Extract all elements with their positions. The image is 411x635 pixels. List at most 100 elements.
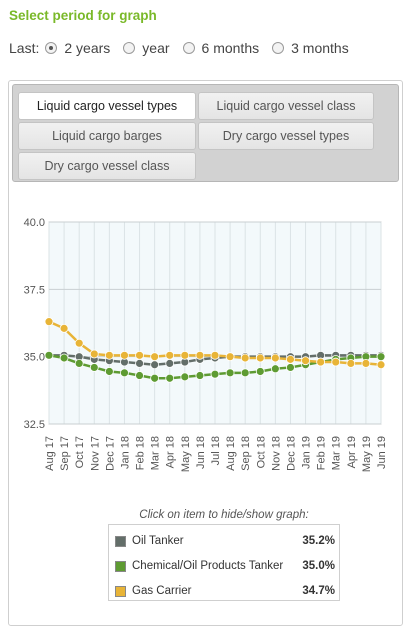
period-option-6-months[interactable]: 6 months <box>182 40 260 56</box>
x-tick-label: Nov 18 <box>270 436 282 471</box>
x-tick-label: Oct 18 <box>255 436 267 468</box>
series-point <box>240 353 250 363</box>
x-tick-label: Feb 18 <box>135 436 147 470</box>
x-tick-label: Jan 19 <box>301 436 313 469</box>
legend-item-gas-carrier[interactable]: Gas Carrier 34.7% <box>115 581 335 601</box>
x-tick-label: Mar 19 <box>331 436 343 470</box>
series-point <box>210 350 220 360</box>
series-point <box>44 350 54 360</box>
select-period-heading: Select period for graph <box>9 8 157 23</box>
radio-2-years[interactable] <box>45 42 58 54</box>
legend-swatch <box>115 560 126 572</box>
x-tick-label: Sep 17 <box>59 436 71 471</box>
series-point <box>316 357 326 367</box>
series-point <box>255 367 265 376</box>
series-point <box>89 349 99 359</box>
series-point <box>150 373 160 383</box>
tab-liquid-cargo-vessel-class[interactable]: Liquid cargo vessel class <box>198 92 374 120</box>
vessel-line-chart: 40.0 37.5 35.0 32.5 Aug 17 Sep 17 Oct 17 Nov 17… <box>24 217 388 472</box>
tab-dry-cargo-vessel-class[interactable]: Dry cargo vessel class <box>18 152 196 180</box>
legend-item-value: 35.2% <box>302 535 335 547</box>
radio-6-months[interactable] <box>182 42 195 54</box>
period-option-label: year <box>142 40 170 56</box>
x-tick-label: Oct 17 <box>74 436 86 468</box>
x-tick-label: Jul 18 <box>210 436 222 465</box>
radio-3-months[interactable] <box>272 42 285 54</box>
series-point <box>120 368 129 378</box>
x-tick-label: Jun 18 <box>195 436 207 469</box>
series-point <box>150 352 160 362</box>
series-point <box>135 371 144 380</box>
legend-caption: Click on item to hide/show graph: <box>139 509 309 521</box>
series-point <box>104 367 114 376</box>
series-point <box>59 323 69 333</box>
x-tick-label: Nov 17 <box>89 436 101 471</box>
period-option-year[interactable]: year <box>123 40 170 56</box>
series-point <box>376 352 386 362</box>
series-point <box>135 350 144 360</box>
series-point <box>165 373 175 383</box>
tab-liquid-cargo-barges[interactable]: Liquid cargo barges <box>18 122 196 150</box>
series-point <box>59 353 69 363</box>
series-point <box>210 369 220 379</box>
period-option-3-months[interactable]: 3 months <box>272 40 349 56</box>
tab-dry-cargo-vessel-types[interactable]: Dry cargo vessel types <box>198 122 374 150</box>
series-point <box>376 360 386 370</box>
x-tick-label: May 18 <box>180 436 192 472</box>
period-option-label: 6 months <box>201 40 260 56</box>
series-point <box>301 356 310 366</box>
series-point <box>361 358 371 368</box>
legend-item-name: Oil Tanker <box>132 535 184 547</box>
series-point <box>255 353 265 363</box>
series-point <box>195 371 205 380</box>
x-tick-label: Mar 18 <box>150 436 162 470</box>
y-tick-label: 40.0 <box>24 217 45 229</box>
y-tick-label: 35.0 <box>24 352 45 364</box>
x-tick-label: Apr 19 <box>346 436 358 468</box>
series-point <box>195 350 205 360</box>
period-option-label: 3 months <box>291 40 349 56</box>
x-tick-label: Aug 17 <box>44 436 56 471</box>
x-tick-label: Dec 17 <box>104 436 116 471</box>
series-point <box>225 352 235 362</box>
series-point <box>225 368 235 378</box>
series-point <box>286 363 295 372</box>
vessel-tab-bar: Liquid cargo vessel types Liquid cargo v… <box>12 84 399 182</box>
period-last-label: Last: <box>9 40 40 56</box>
series-point <box>120 350 129 360</box>
series-point <box>180 350 190 360</box>
period-option-label: 2 years <box>64 40 111 56</box>
series-point <box>346 358 356 368</box>
series-point <box>165 358 175 368</box>
series-point <box>165 350 175 360</box>
x-tick-label: Sep 18 <box>240 436 252 471</box>
period-selector: Last: 2 years year 6 months 3 months <box>9 40 362 56</box>
series-point <box>135 358 144 368</box>
y-tick-label: 37.5 <box>24 284 45 296</box>
series-point <box>150 360 160 370</box>
legend-item-name: Chemical/Oil Products Tanker <box>132 560 284 572</box>
legend-item-value: 34.7% <box>302 585 335 597</box>
radio-year[interactable] <box>123 42 136 54</box>
y-tick-label: 32.5 <box>24 419 45 431</box>
x-tick-label: Aug 18 <box>225 436 237 471</box>
legend-item-chemical-oil-products-tanker[interactable]: Chemical/Oil Products Tanker 35.0% <box>115 556 335 576</box>
series-point <box>180 372 190 382</box>
series-point <box>270 364 280 374</box>
legend-item-oil-tanker[interactable]: Oil Tanker 35.2% <box>115 531 335 551</box>
tab-liquid-cargo-vessel-types[interactable]: Liquid cargo vessel types <box>18 92 196 120</box>
series-point <box>44 317 54 327</box>
legend-swatch <box>115 585 126 597</box>
graph-panel: Liquid cargo vessel types Liquid cargo v… <box>8 80 403 626</box>
x-tick-label: Feb 19 <box>316 436 328 470</box>
legend-swatch <box>115 535 126 547</box>
x-tick-label: Apr 18 <box>165 436 177 468</box>
x-tick-label: Jan 18 <box>119 436 131 469</box>
series-point <box>74 358 84 368</box>
x-tick-label: Jun 19 <box>376 436 388 469</box>
legend-item-value: 35.0% <box>302 560 335 572</box>
series-point <box>240 368 250 378</box>
x-tick-label: Dec 18 <box>285 436 297 471</box>
series-point <box>74 338 84 348</box>
period-option-2-years[interactable]: 2 years <box>45 40 110 56</box>
